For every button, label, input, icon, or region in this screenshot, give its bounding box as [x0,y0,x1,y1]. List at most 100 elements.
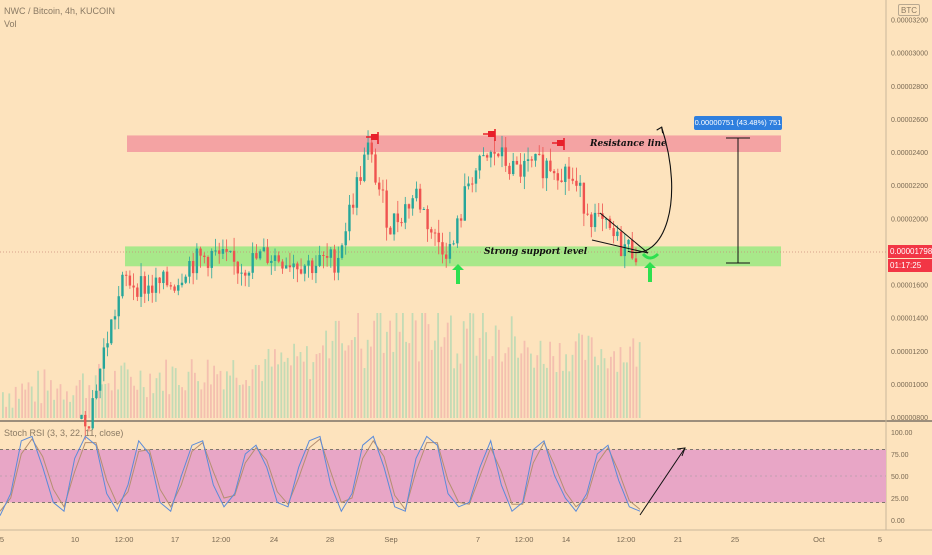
volume-bar [418,361,420,418]
volume-bar [82,373,84,418]
candle-body [504,147,507,166]
volume-bar [277,364,279,418]
candle-body [236,261,240,274]
volume-bar [8,393,11,418]
volume-bar [546,367,548,418]
candle-body [392,213,396,235]
candle-body [255,253,258,259]
volume-bar [40,403,43,418]
candle-body [474,170,478,184]
candle-body [422,209,426,211]
candle-body [162,271,165,284]
volume-bar [578,333,580,418]
volume-bar [389,320,391,418]
candle-body [351,204,355,208]
candle-body [515,160,519,165]
volume-bar [283,361,286,418]
volume-bar [402,313,404,418]
volume-bar [120,365,123,418]
candle-body [206,256,210,268]
candle-body [232,250,236,262]
candle-body [508,165,511,175]
volume-bar [533,367,535,418]
candle-body [560,180,563,182]
candle-body [247,272,251,276]
price-tick-label: 0.00001400 [891,316,928,323]
candle-body [619,231,623,257]
quote-currency-badge[interactable]: BTC [898,4,920,16]
volume-bar [427,324,430,418]
countdown-badge: 01:17:25 [888,259,932,272]
candle-body [258,251,262,259]
candle-body [485,155,489,158]
volume-bar [178,385,180,418]
price-tick-label: 0.00002600 [891,117,928,124]
candle-body [452,243,455,245]
volume-bar [606,368,609,418]
volume-bar [498,329,500,418]
volume-bar [325,330,327,418]
volume-bar [446,322,449,418]
candle-body [444,254,448,259]
volume-bar [56,388,59,418]
volume-bar [517,357,519,418]
volume-bar [30,386,33,418]
volume-bar [232,360,235,418]
volume-bar [229,375,231,418]
volume-bar [632,338,635,418]
candle-body [173,286,176,291]
volume-bar [350,339,353,418]
price-tick-label: 0.00002000 [891,216,928,223]
candle-body [288,265,292,268]
volume-bar [184,390,187,418]
volume-bar [251,369,254,418]
volume-bar [197,381,199,418]
candle-body [616,231,619,237]
candle-body [634,258,638,263]
volume-bar [443,337,446,418]
candle-body [143,276,146,294]
volume-bar [542,363,545,418]
volume-bar [568,371,571,418]
candle-body [128,275,132,286]
candle-body [113,316,117,320]
candle-body [463,186,466,221]
volume-bar [405,341,407,418]
resistance-zone [127,135,781,152]
volume-bar [501,361,503,418]
candle-body [340,245,344,258]
candle-body [556,173,560,181]
volume-bar [14,386,17,418]
candle-body [482,155,485,157]
candle-body [623,244,627,257]
volume-bar [437,313,439,418]
volume-bar [539,340,542,418]
support-label: Strong support level [484,247,588,257]
volume-bar [594,356,596,418]
candle-body [203,255,206,257]
candle-body [188,260,191,277]
volume-bar [475,355,478,418]
volume-bar [11,407,14,418]
volume-bar [123,362,126,418]
volume-bar [386,331,388,418]
volume-bar [603,358,606,418]
volume-bar [72,395,75,418]
stoch-tick-label: 100.00 [891,430,913,437]
volume-bar [466,328,468,418]
price-tick-label: 0.00002200 [891,183,928,190]
volume-bar [629,346,631,418]
volume-bar [286,357,289,418]
volume-bar [421,313,423,418]
volume-bar [181,387,183,418]
volume-bar [78,380,81,418]
volume-bar [536,355,539,418]
candle-body [251,253,254,273]
volume-bar [62,399,65,418]
volume-bar [638,342,641,418]
candle-body [400,222,403,224]
stoch-k-line [0,435,641,516]
volume-bar [414,320,417,418]
candle-body [426,209,429,230]
